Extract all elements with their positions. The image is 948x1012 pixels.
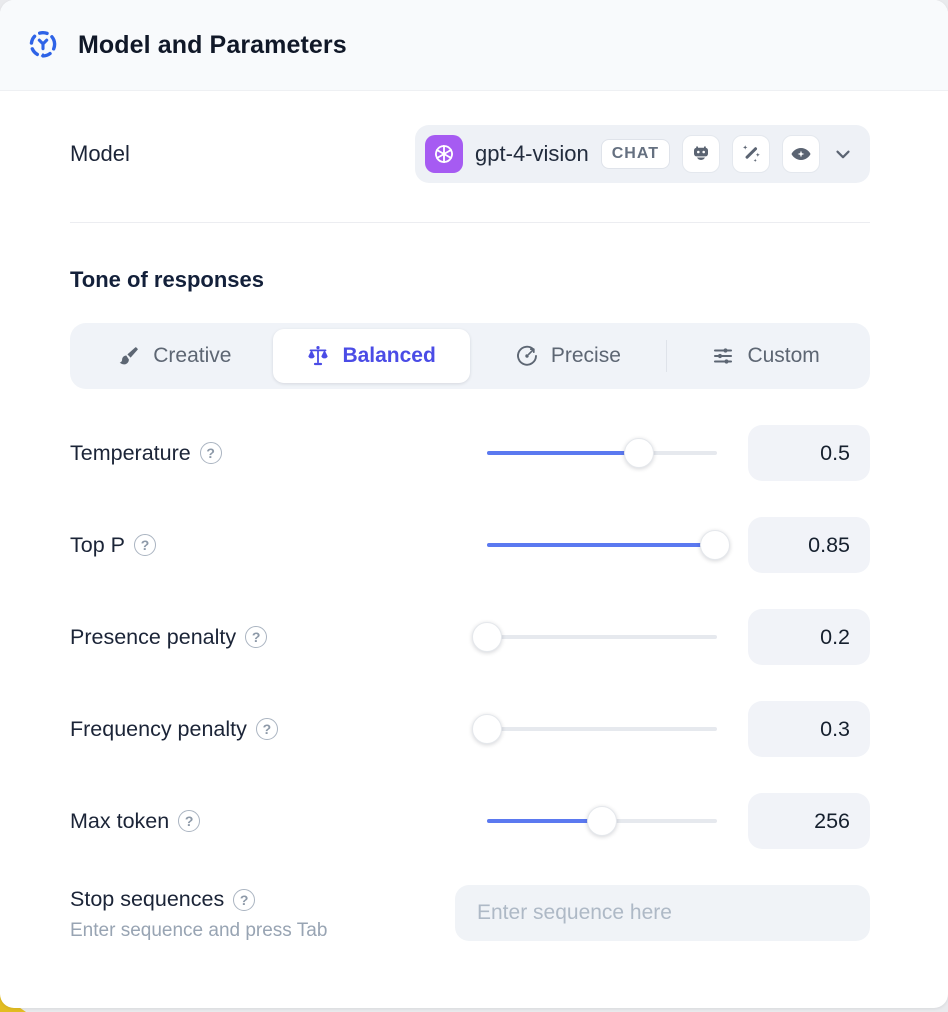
target-icon [515, 344, 539, 368]
slider-thumb[interactable] [587, 806, 617, 836]
parameter-row-top-p: Top P ? 0.85 [70, 517, 870, 573]
slider-thumb[interactable] [472, 622, 502, 652]
panel-body: Model [0, 125, 948, 942]
top-p-slider[interactable] [487, 530, 730, 560]
balance-scale-icon [306, 344, 330, 368]
tone-option-label: Custom [747, 344, 820, 367]
slider-fill [487, 819, 602, 823]
tone-segmented-control: Creative Balanced [70, 323, 870, 389]
slider-thumb[interactable] [472, 714, 502, 744]
tone-option-precise[interactable]: Precise [470, 329, 667, 383]
section-divider [70, 222, 870, 223]
parameter-row-max-token: Max token ? 256 [70, 793, 870, 849]
sliders-icon [711, 344, 735, 368]
bot-icon [682, 135, 720, 173]
model-select[interactable]: gpt-4-vision CHAT [415, 125, 870, 183]
parameter-label: Frequency penalty ? [70, 717, 278, 742]
model-hub-icon [26, 28, 60, 62]
model-type-badge: CHAT [600, 139, 670, 169]
stop-sequences-row: Stop sequences ? Enter sequence and pres… [70, 885, 870, 942]
slider-track [487, 635, 717, 639]
parameter-row-presence-penalty: Presence penalty ? 0.2 [70, 609, 870, 665]
slider-thumb[interactable] [699, 530, 730, 560]
stop-sequences-label-text: Stop sequences [70, 887, 225, 911]
slider-track [487, 727, 717, 731]
parameter-label-text: Top P [70, 532, 125, 557]
max-token-slider[interactable] [487, 806, 717, 836]
top-p-value[interactable]: 0.85 [748, 517, 870, 573]
frequency-penalty-value[interactable]: 0.3 [748, 701, 870, 757]
parameter-row-frequency-penalty: Frequency penalty ? 0.3 [70, 701, 870, 757]
parameter-label: Max token ? [70, 808, 201, 834]
stop-sequences-label: Stop sequences ? [70, 887, 327, 912]
model-label: Model [70, 141, 130, 166]
parameter-label: Presence penalty ? [70, 624, 268, 650]
parameter-label-text: Frequency penalty [70, 716, 247, 741]
help-icon[interactable]: ? [133, 534, 156, 556]
help-icon[interactable]: ? [245, 626, 268, 648]
panel-title: Model and Parameters [78, 30, 347, 59]
tone-option-custom[interactable]: Custom [667, 329, 864, 383]
help-icon[interactable]: ? [233, 888, 256, 911]
parameter-label-text: Presence penalty [70, 624, 237, 649]
tone-heading: Tone of responses [70, 267, 264, 292]
parameter-row-temperature: Temperature ? 0.5 [70, 425, 870, 481]
presence-penalty-value[interactable]: 0.2 [748, 609, 870, 665]
panel-header: Model and Parameters [0, 0, 948, 91]
help-icon[interactable]: ? [255, 718, 278, 740]
model-row: Model [70, 125, 870, 183]
openai-logo [425, 135, 464, 173]
stop-sequences-label-group: Stop sequences ? Enter sequence and pres… [70, 885, 327, 942]
parameter-label-text: Max token [70, 808, 170, 833]
segment-divider [666, 340, 668, 372]
magic-wand-icon [732, 135, 770, 173]
temperature-value[interactable]: 0.5 [748, 425, 870, 481]
parameter-label: Top P ? [70, 533, 156, 558]
help-icon[interactable]: ? [199, 442, 222, 464]
slider-fill [487, 543, 715, 547]
temperature-slider[interactable] [487, 438, 717, 468]
slider-fill [487, 451, 639, 455]
selected-model-name: gpt-4-vision [475, 141, 589, 166]
parameter-label: Temperature ? [70, 441, 222, 466]
stop-sequences-hint: Enter sequence and press Tab [70, 920, 328, 941]
slider-thumb[interactable] [623, 438, 654, 468]
chevron-down-icon [832, 143, 854, 165]
tone-option-label: Precise [550, 344, 621, 367]
help-icon[interactable]: ? [178, 810, 201, 832]
parameter-label-text: Temperature [70, 440, 191, 465]
vision-eye-icon [782, 135, 820, 173]
max-token-value[interactable]: 256 [748, 793, 870, 849]
presence-penalty-slider[interactable] [472, 622, 717, 652]
paintbrush-icon [117, 344, 141, 368]
tone-option-label: Balanced [342, 344, 436, 367]
frequency-penalty-slider[interactable] [472, 714, 717, 744]
stop-sequences-input[interactable] [455, 885, 870, 941]
tone-option-balanced[interactable]: Balanced [272, 329, 470, 383]
tone-option-creative[interactable]: Creative [76, 329, 273, 383]
tone-option-label: Creative [153, 344, 232, 367]
